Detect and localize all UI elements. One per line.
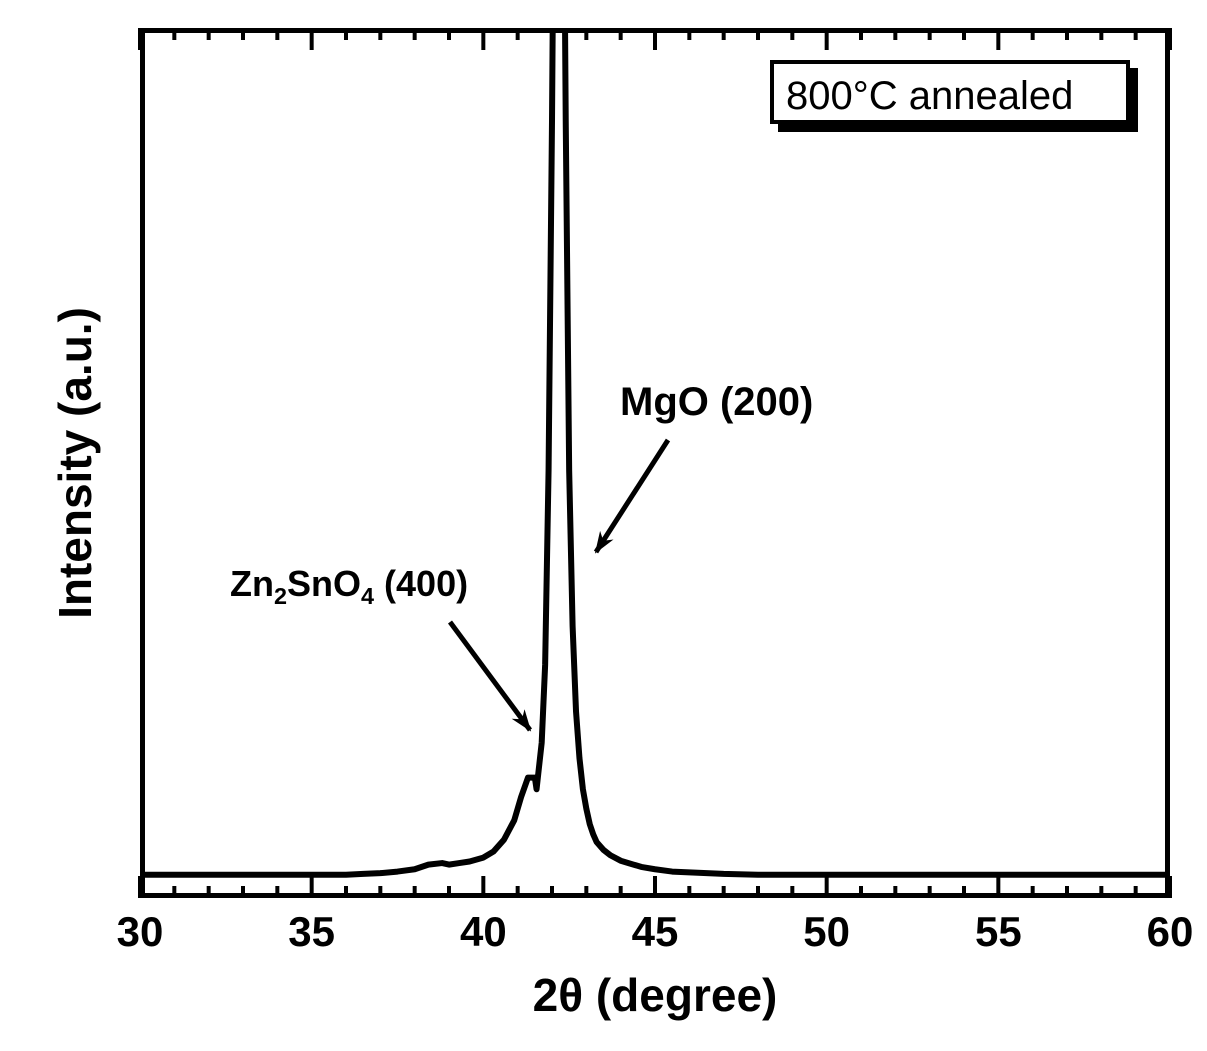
x-tick-label: 30 <box>117 908 164 956</box>
x-tick-label: 55 <box>975 908 1022 956</box>
annotation-zn2sno4-400: Zn2SnO4 (400) <box>230 563 468 605</box>
x-axis-label: 2θ (degree) <box>533 968 778 1022</box>
x-tick-label: 35 <box>288 908 335 956</box>
xrd-figure: 30 35 40 45 50 55 60 2θ (degree) Intensity (a.u.… <box>0 0 1207 1051</box>
x-tick-label: 40 <box>460 908 507 956</box>
x-tick-label: 60 <box>1147 908 1194 956</box>
x-tick-label: 45 <box>632 908 679 956</box>
y-axis-label: Intensity (a.u.) <box>48 307 102 619</box>
annotation-mgo-200: MgO (200) <box>620 380 813 425</box>
plot-area <box>140 28 1170 898</box>
legend-box: 800°C annealed <box>770 60 1130 124</box>
x-tick-label: 50 <box>803 908 850 956</box>
